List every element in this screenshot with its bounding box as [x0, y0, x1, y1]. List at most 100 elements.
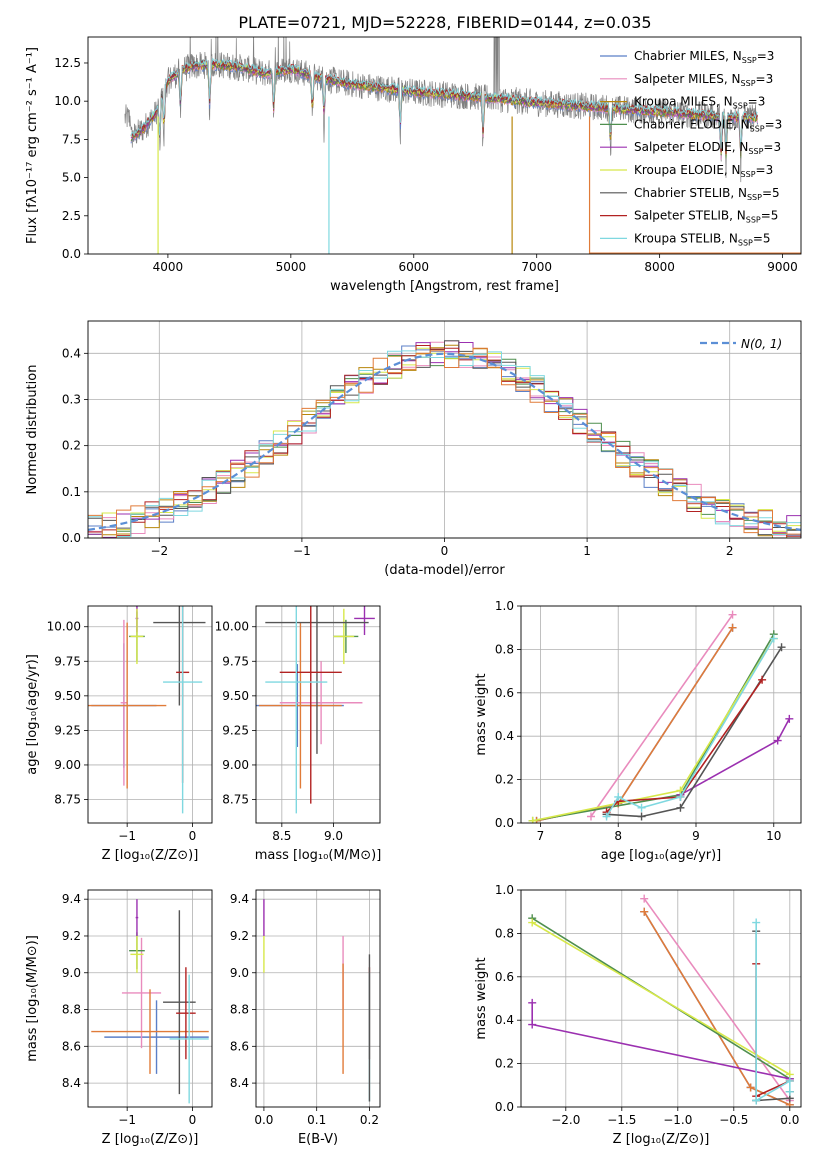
y-tick-label: 9.4 [230, 892, 249, 906]
weight-series [640, 907, 794, 1107]
x-axis-label: Z [log₁₀(Z/Z⊙)] [102, 1132, 199, 1147]
axes-frame [520, 889, 802, 1108]
plus-marker [769, 634, 778, 643]
y-axis-label: mass weight [474, 957, 489, 1039]
x-axis-label: Z [log₁₀(Z/Z⊙)] [102, 848, 199, 863]
y-tick-label: 8.75 [54, 793, 81, 807]
figure-title: PLATE=0721, MJD=52228, FIBERID=0144, z=0… [238, 13, 651, 32]
spectrum-lines [124, 37, 801, 254]
weight-series [676, 714, 794, 799]
errorbars [256, 606, 375, 814]
weight_vs_Z-panel: −2.0 −1.5 −1.0 −0.5 0.0 0.0 0.2 0.4 0.6 0.8 1.0 Z [… [474, 883, 802, 1147]
legend-entry: Salpeter STELIB, NSSP=5 [634, 209, 778, 225]
legend-entry: Kroupa MILES, NSSP=3 [634, 95, 765, 111]
weight-lines [528, 894, 794, 1107]
y-tick-label: 9.25 [54, 723, 81, 737]
y-tick-label: 0.8 [495, 642, 514, 656]
errorbar-point [169, 974, 209, 1104]
y-tick-label: 9.0 [230, 966, 249, 980]
y-axis-label: Normed distribution [25, 365, 40, 495]
errorbar-point [104, 1000, 209, 1074]
plus-marker [752, 918, 761, 927]
legend-entry: Salpeter MILES, NSSP=3 [634, 72, 773, 88]
y-tick-label: 0.2 [495, 1057, 514, 1071]
plus-marker [614, 792, 623, 801]
weight-series [752, 918, 794, 1105]
histogram-panel: −2 −1 0 1 2 0.0 0.1 0.2 0.3 0.4 (data-model)/error… [25, 320, 802, 578]
legend-entry: N(0, 1) [741, 337, 782, 351]
y-tick-label: 0.4 [495, 729, 514, 743]
y-tick-label: 9.75 [54, 654, 81, 668]
y-tick-label: 9.50 [54, 689, 81, 703]
legend-entry: Chabrier STELIB, NSSP=5 [634, 186, 780, 202]
model-spectrum-line [130, 62, 758, 160]
y-tick-label: 0.0 [62, 247, 81, 261]
y-tick-label: 2.5 [62, 209, 81, 223]
histogram-step-line [88, 347, 801, 538]
plus-marker [777, 643, 786, 652]
axes-frame [255, 889, 381, 1108]
errorbar-point [135, 899, 139, 936]
y-tick-label: 8.75 [222, 793, 249, 807]
weight-line [606, 679, 763, 813]
errorbar-point [333, 608, 355, 665]
errorbar-point [121, 937, 162, 1049]
x-tick-label: 5000 [276, 260, 307, 274]
x-axis-label: age [log₁₀(age/yr)] [601, 848, 722, 863]
axes-frame [87, 889, 213, 1108]
y-tick-label: 5.0 [62, 171, 81, 185]
errorbar-point [265, 606, 369, 754]
errorbar-point [153, 606, 206, 706]
x-tick-label: 0 [441, 544, 449, 558]
y-tick-label: 9.2 [62, 929, 81, 943]
mass_vs_Z-panel: −1 0 8.4 8.6 8.8 9.0 9.2 9.4 Z [log₁₀(Z/Z⊙)] mass… [25, 889, 213, 1147]
x-tick-label: 0 [189, 829, 197, 843]
y-tick-label: 0.0 [495, 1100, 514, 1114]
errorbar-point [130, 608, 144, 665]
legend-entry: Salpeter ELODIE, NSSP=3 [634, 140, 781, 156]
errorbar-point [163, 606, 203, 814]
axes-frame [87, 605, 213, 824]
errorbar-point [279, 661, 363, 745]
legend-entry: Chabrier ELODIE, NSSP=3 [634, 117, 782, 133]
y-tick-label: 7.5 [62, 132, 81, 146]
x-tick-label: −0.5 [719, 1113, 748, 1127]
plus-marker [640, 894, 649, 903]
plus-marker [602, 812, 611, 821]
y-tick-label: 10.00 [215, 620, 249, 634]
plus-marker [528, 816, 537, 823]
weight-line [643, 911, 791, 1106]
weight-series [528, 998, 794, 1083]
y-tick-label: 8.4 [62, 1076, 81, 1090]
weight-line [531, 1002, 790, 1080]
x-axis-label: wavelength [Angstrom, rest frame] [330, 279, 559, 294]
y-axis-label: Flux [fλ10⁻¹⁷ erg cm⁻² s⁻¹ A⁻¹] [25, 47, 40, 244]
x-axis-label: Z [log₁₀(Z/Z⊙)] [613, 1132, 710, 1147]
mass_vs_EBV-panel: 0.0 0.1 0.2 8.4 8.6 8.8 9.0 9.2 9.4 E(B-V) [230, 889, 381, 1147]
plus-marker [528, 918, 537, 927]
normal-reference-curve [88, 352, 801, 531]
axes-frame [87, 36, 802, 255]
errorbar-point [88, 622, 167, 789]
y-axis-label: mass weight [474, 673, 489, 755]
weight-series [528, 918, 794, 1079]
x-tick-label: −2 [150, 544, 168, 558]
errorbars [88, 606, 206, 814]
plus-marker [728, 610, 737, 619]
x-axis-label: E(B-V) [298, 1132, 338, 1147]
y-tick-label: 1.0 [495, 883, 514, 897]
x-tick-label: 9 [692, 829, 700, 843]
axes-frame [520, 605, 802, 824]
plus-marker [728, 623, 737, 632]
x-tick-label: 10 [766, 829, 781, 843]
legend-entry: Kroupa ELODIE, NSSP=3 [634, 163, 773, 179]
plus-marker [746, 1083, 755, 1092]
errorbars [91, 899, 209, 1104]
y-tick-label: 0.3 [62, 392, 81, 406]
y-tick-label: 0.0 [62, 531, 81, 545]
y-tick-label: 9.00 [54, 758, 81, 772]
model-spectrum-line [130, 57, 758, 151]
histogram-step-line [88, 340, 801, 536]
plus-marker [785, 1076, 794, 1085]
